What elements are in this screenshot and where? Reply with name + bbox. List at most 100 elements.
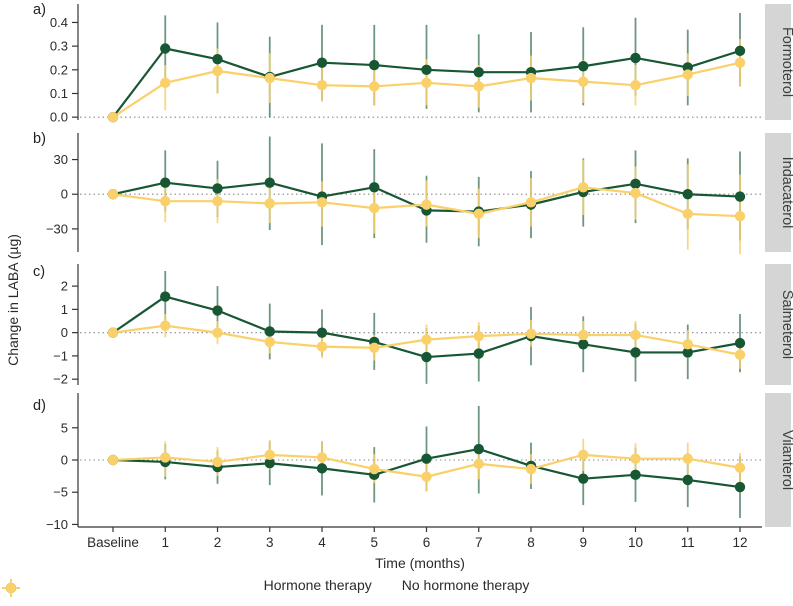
data-point [734,481,746,493]
y-tick-label: 1 [61,302,68,317]
data-point [473,348,484,359]
data-point [160,291,171,302]
data-point [525,72,537,84]
panel-c: Salmeterol −2 −1 0 1 2 c) [33,264,793,387]
data-point [525,328,537,340]
panel-d: Vilanterol −10 −5 0 5 d) [33,393,793,532]
legend-label: Hormone therapy [263,577,372,593]
y-tick-label: 0 [61,453,68,468]
data-point [682,453,693,464]
data-point [734,45,746,57]
y-tick-label: 0 [61,187,68,202]
x-tick-label: 11 [681,535,695,550]
data-point [316,197,328,208]
data-point [316,463,328,474]
data-point [421,77,432,89]
data-point [682,474,693,486]
data-point [578,76,589,87]
y-tick-label: 0.0 [50,110,68,125]
facet-strip [765,393,791,527]
data-point [316,80,328,91]
data-point [682,189,693,200]
data-point [212,456,223,468]
data-point [630,187,641,199]
data-point [630,453,641,464]
data-point [473,208,484,220]
facet-label: Formoterol [779,27,793,97]
data-point [421,199,432,210]
x-axis: Baseline 1 2 3 4 5 6 7 8 9 10 11 12 [78,526,762,550]
data-point [264,458,275,469]
data-point [421,471,432,482]
data-point [682,339,693,350]
data-point [734,349,746,360]
data-point [734,337,746,349]
data-point [734,210,746,222]
data-point [264,72,275,84]
data-point [369,59,380,71]
data-point [160,77,171,89]
panel-b: Indacaterol −30 0 30 b) [33,131,793,255]
x-tick-label: 2 [214,535,222,550]
data-point [421,453,432,464]
data-point [578,182,589,193]
data-point [264,326,275,337]
facet-strip [765,264,791,385]
panel-letter: b) [33,131,46,147]
facet-strip [765,4,791,120]
data-point [630,178,641,190]
data-point [107,189,119,200]
data-point [160,177,171,188]
data-point [369,463,380,475]
panel-letter: a) [33,2,46,18]
data-point [160,320,171,331]
data-point [630,80,641,91]
x-tick-label: 8 [527,535,535,550]
data-point [578,329,589,341]
data-point [316,452,328,463]
data-point [473,330,484,342]
x-tick-label: 12 [732,535,747,550]
legend: Hormone therapy No hormone therapy [0,577,793,597]
data-point [630,469,641,481]
data-point [107,327,119,338]
data-point [107,111,119,123]
data-point [578,473,589,484]
x-axis-title: Time (months) [375,555,465,571]
x-tick-label: 9 [579,535,587,550]
data-point [630,329,641,341]
data-point [473,81,484,92]
data-point [264,449,275,461]
x-tick-label: 10 [628,535,643,550]
data-point [212,183,223,194]
y-tick-label: −1 [53,348,68,363]
y-tick-label: 0.2 [50,62,68,77]
data-point [212,305,223,316]
data-point [264,198,275,209]
panel-a: Formoterol 0.0 0.1 0.2 0.3 0.4 a) [33,2,793,125]
y-tick-label: 0.3 [50,39,68,54]
panel-letter: c) [33,264,45,280]
data-point [316,57,328,68]
data-point [212,327,223,338]
x-tick-label: Baseline [87,535,139,550]
data-point [316,341,328,352]
y-tick-label: 0 [61,325,68,340]
data-point [264,177,275,188]
data-point [212,65,223,77]
data-point [107,454,119,466]
data-point [525,463,537,475]
data-point [160,195,171,207]
y-tick-label: −5 [53,485,68,500]
data-point [682,69,693,80]
data-point [421,351,432,363]
legend-item-no-hormone-therapy: No hormone therapy [2,577,529,597]
data-point [369,81,380,92]
y-axis-title: Change in LABA (µg) [5,234,21,366]
data-point [578,339,589,350]
data-point [682,347,693,358]
data-point [369,342,380,353]
data-point [212,195,223,207]
x-tick-label: 4 [318,535,326,550]
